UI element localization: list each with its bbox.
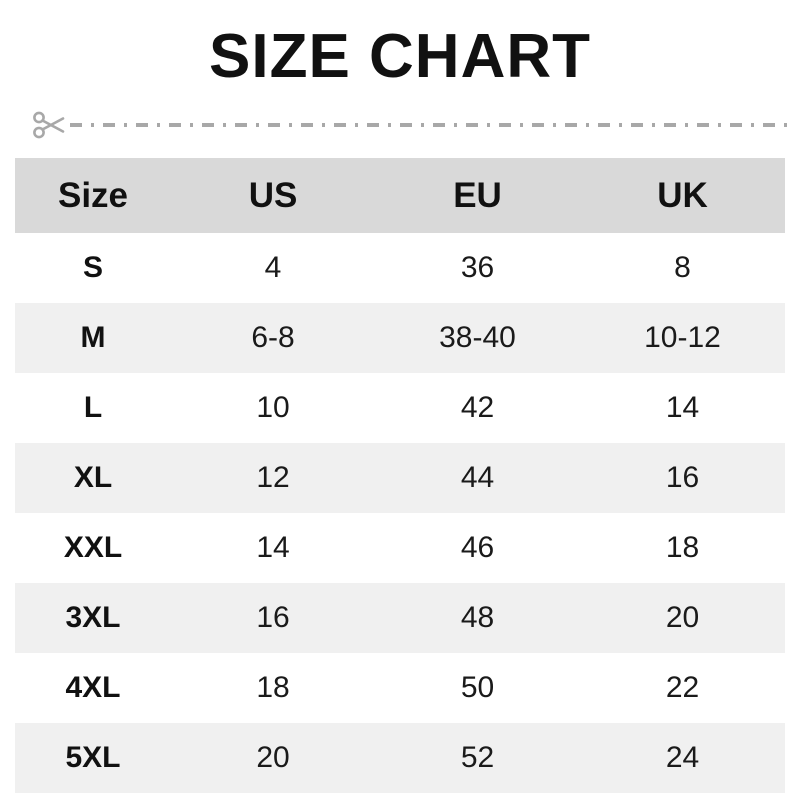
eu-cell: 46 — [460, 531, 495, 564]
size-table: Size US EU UK S 4 36 8 M 6-8 38-40 10-12… — [15, 158, 785, 793]
us-cell: 4 — [264, 251, 282, 284]
eu-cell: 38-40 — [439, 321, 516, 354]
table-row-5xl: 5XL 20 52 24 — [15, 723, 785, 793]
us-cell: 14 — [256, 531, 290, 564]
table-row-3xl: 3XL 16 48 20 — [15, 583, 785, 653]
size-cell: 3XL — [65, 601, 121, 634]
column-header-size: Size — [57, 175, 129, 215]
uk-cell: 18 — [665, 531, 700, 564]
table-row-xl: XL 12 44 16 — [15, 443, 785, 513]
page-title: SIZE CHART — [209, 22, 591, 91]
uk-cell: 14 — [665, 391, 700, 424]
uk-cell: 20 — [665, 601, 700, 634]
cut-line — [32, 106, 790, 144]
dashed-cut-line — [70, 123, 790, 127]
eu-cell: 48 — [460, 601, 495, 634]
eu-cell: 44 — [460, 461, 495, 494]
us-cell: 10 — [256, 391, 290, 424]
uk-cell: 16 — [665, 461, 700, 494]
uk-cell: 10-12 — [644, 321, 721, 354]
eu-cell: 42 — [460, 391, 495, 424]
uk-cell: 22 — [665, 671, 700, 704]
table-row-4xl: 4XL 18 50 22 — [15, 653, 785, 723]
table-row-m: M 6-8 38-40 10-12 — [15, 303, 785, 373]
table-row-l: L 10 42 14 — [15, 373, 785, 443]
us-cell: 16 — [256, 601, 290, 634]
uk-cell: 24 — [665, 741, 700, 774]
eu-cell: 50 — [460, 671, 495, 704]
column-header-uk: UK — [657, 175, 708, 215]
size-chart-page: SIZE CHART Size US EU UK S 4 36 8 M 6-8 — [0, 24, 800, 800]
size-cell: 5XL — [65, 741, 121, 774]
us-cell: 18 — [256, 671, 290, 704]
size-cell: XL — [73, 461, 113, 494]
size-cell: S — [82, 251, 103, 284]
scissors-icon — [33, 111, 65, 139]
size-cell: XXL — [63, 531, 123, 564]
size-cell: M — [80, 321, 106, 354]
table-row-s: S 4 36 8 — [15, 233, 785, 303]
column-header-us: US — [248, 175, 298, 215]
us-cell: 20 — [256, 741, 290, 774]
size-cell: 4XL — [65, 671, 121, 704]
column-header-eu: EU — [453, 175, 502, 215]
table-header-row: Size US EU UK — [15, 158, 785, 233]
size-cell: L — [83, 391, 103, 424]
eu-cell: 36 — [460, 251, 495, 284]
eu-cell: 52 — [460, 741, 495, 774]
table-row-xxl: XXL 14 46 18 — [15, 513, 785, 583]
uk-cell: 8 — [674, 251, 691, 284]
us-cell: 6-8 — [251, 321, 295, 354]
us-cell: 12 — [256, 461, 290, 494]
